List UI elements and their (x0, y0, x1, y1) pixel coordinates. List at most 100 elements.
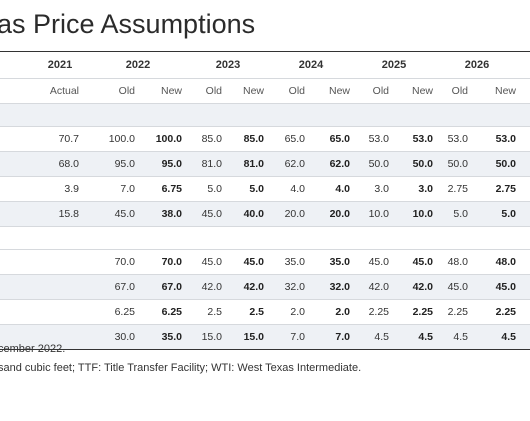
note-abbreviations: sand cubic feet; TTF: Title Transfer Fac… (0, 362, 362, 374)
table-cell: 15.0 (201, 331, 222, 343)
divider (0, 126, 530, 127)
divider (0, 103, 530, 104)
table-cell: 7.0 (335, 331, 350, 343)
table-cell: 70.7 (58, 133, 79, 145)
table-cell: 62.0 (329, 158, 350, 170)
year-header: 2024 (298, 59, 324, 71)
table-cell: 50.0 (412, 158, 433, 170)
table-cell: 42.0 (201, 281, 222, 293)
year-header: 2026 (464, 59, 490, 71)
table-cell: 6.25 (114, 306, 135, 318)
year-header: 2023 (215, 59, 241, 71)
table-row: 30.0 35.0 15.0 15.0 7.0 7.0 4.5 4.5 4.5 4.5 (0, 325, 530, 349)
column-subheader: Actual (49, 85, 79, 97)
table-cell: 6.75 (161, 183, 182, 195)
table-cell: 7.0 (120, 183, 135, 195)
table-cell: 15.8 (58, 208, 79, 220)
table-row: 67.0 67.0 42.0 42.0 32.0 32.0 42.0 42.0 45.0 45.0 (0, 275, 530, 299)
table-cell: 2.25 (495, 306, 516, 318)
table-cell: 45.0 (495, 281, 516, 293)
column-subheader: Old (451, 85, 468, 97)
table-cell: 85.0 (201, 133, 222, 145)
table-cell: 48.0 (495, 256, 516, 268)
divider (0, 324, 530, 325)
table-row: 70.0 70.0 45.0 45.0 35.0 35.0 45.0 45.0 48.0 48.0 (0, 250, 530, 274)
column-subheader: New (160, 85, 182, 97)
divider (0, 201, 530, 202)
table-cell: 35.0 (284, 256, 305, 268)
column-subheader: Old (205, 85, 222, 97)
divider (0, 176, 530, 177)
column-subheader: Old (372, 85, 389, 97)
table-cell: 68.0 (58, 158, 79, 170)
table-cell: 7.0 (290, 331, 305, 343)
table-cell: 20.0 (329, 208, 350, 220)
note-date: cember 2022. (0, 343, 66, 355)
table-cell: 45.0 (201, 208, 222, 220)
year-header: 2025 (381, 59, 407, 71)
table-cell: 65.0 (329, 133, 350, 145)
column-subheader: New (242, 85, 264, 97)
table-row: 70.7 100.0 100.0 85.0 85.0 65.0 65.0 53.0 53.0 53… (0, 127, 530, 151)
table-cell: 50.0 (368, 158, 389, 170)
divider (0, 78, 530, 79)
table-cell: 20.0 (284, 208, 305, 220)
table-cell: 2.5 (249, 306, 264, 318)
table-notes: cember 2022. sand cubic feet; TTF: Title… (0, 343, 361, 381)
table-cell: 45.0 (243, 256, 264, 268)
table-cell: 2.75 (447, 183, 468, 195)
table-cell: 35.0 (161, 331, 182, 343)
table-cell: 67.0 (161, 281, 182, 293)
table-cell: 65.0 (284, 133, 305, 145)
table-cell: 70.0 (114, 256, 135, 268)
table-cell: 6.25 (161, 306, 182, 318)
table-cell: 3.9 (64, 183, 79, 195)
table-cell: 2.0 (335, 306, 350, 318)
table-cell: 2.25 (412, 306, 433, 318)
table-cell: 50.0 (447, 158, 468, 170)
divider (0, 249, 530, 250)
table-cell: 4.5 (453, 331, 468, 343)
table-cell: 50.0 (495, 158, 516, 170)
table-cell: 45.0 (447, 281, 468, 293)
table-cell: 53.0 (412, 133, 433, 145)
column-subheader: New (411, 85, 433, 97)
table-cell: 95.0 (161, 158, 182, 170)
table-row: 68.0 95.0 95.0 81.0 81.0 62.0 62.0 50.0 50.0 50.0… (0, 152, 530, 176)
column-subheader: New (328, 85, 350, 97)
table-cell: 81.0 (201, 158, 222, 170)
divider (0, 151, 530, 152)
table-cell: 15.0 (243, 331, 264, 343)
price-group-2: 70.0 70.0 45.0 45.0 35.0 35.0 45.0 45.0 48.0 48.0… (0, 250, 530, 350)
section-row (0, 104, 530, 126)
page-title: as Price Assumptions (0, 9, 256, 39)
column-subheader: New (494, 85, 516, 97)
table-cell: 85.0 (243, 133, 264, 145)
table-cell: 53.0 (495, 133, 516, 145)
table-cell: 40.0 (243, 208, 264, 220)
divider (0, 274, 530, 275)
price-group-1: 70.7 100.0 100.0 85.0 85.0 65.0 65.0 53.0 53.0 53… (0, 127, 530, 227)
column-subheader: Old (288, 85, 305, 97)
table-cell: 4.5 (418, 331, 433, 343)
table-cell: 32.0 (329, 281, 350, 293)
table-cell: 62.0 (284, 158, 305, 170)
table-cell: 53.0 (368, 133, 389, 145)
year-header: 2021 (47, 59, 73, 71)
table-cell: 45.0 (412, 256, 433, 268)
year-header: 2022 (125, 59, 151, 71)
table-row: 6.25 6.25 2.5 2.5 2.0 2.0 2.25 2.25 2.25 2.25 (0, 300, 530, 324)
table-cell: 32.0 (284, 281, 305, 293)
table-cell: 3.0 (374, 183, 389, 195)
subheader-row: Actual Old New Old New Old New Old New Old New (0, 79, 530, 103)
table-cell: 45.0 (201, 256, 222, 268)
table-cell: 3.0 (418, 183, 433, 195)
table-cell: 5.0 (207, 183, 222, 195)
divider (0, 226, 530, 227)
table-cell: 2.75 (495, 183, 516, 195)
table-cell: 2.25 (368, 306, 389, 318)
table-row: 3.9 7.0 6.75 5.0 5.0 4.0 4.0 3.0 3.0 2.75 2.75 (0, 177, 530, 201)
table-cell: 30.0 (114, 331, 135, 343)
table-cell: 4.0 (290, 183, 305, 195)
table-cell: 48.0 (447, 256, 468, 268)
